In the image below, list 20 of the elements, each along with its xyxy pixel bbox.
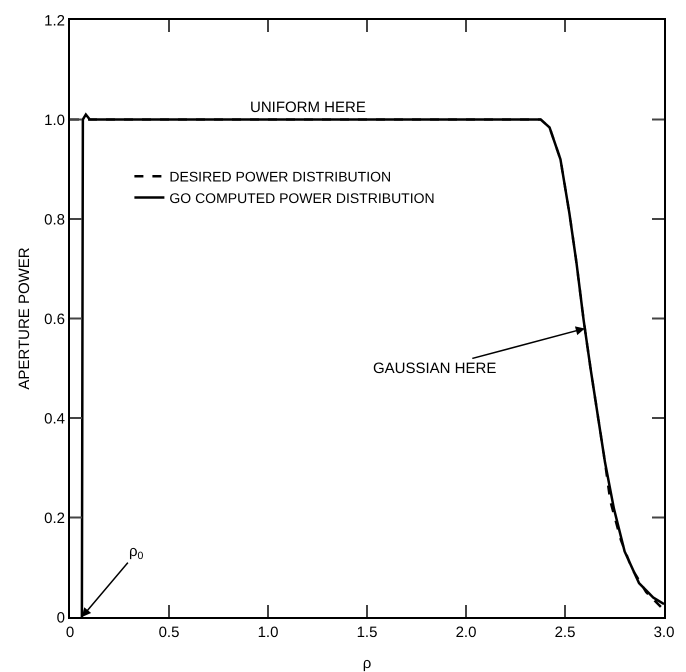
annotation: GAUSSIAN HERE	[373, 360, 496, 377]
x-tick-label: 1.0	[258, 624, 278, 641]
x-tick-label: 0.5	[158, 624, 180, 641]
y-tick-label: 1.2	[44, 12, 65, 30]
y-tick-label: 1.0	[44, 112, 65, 129]
x-tick-label: 3.0	[654, 624, 674, 641]
y-tick-label: 0.6	[44, 310, 65, 328]
y-tick-label: 0.4	[44, 410, 65, 428]
y-tick-label: 0.8	[44, 211, 65, 228]
x-axis-title: ρ	[362, 655, 372, 672]
x-tick-label: 1.5	[356, 624, 378, 641]
x-tick-label: 2.5	[554, 624, 576, 641]
annotation: UNIFORM HERE	[250, 99, 366, 116]
legend-label: DESIRED POWER DISTRIBUTION	[169, 168, 392, 185]
y-tick-label: 0	[56, 609, 65, 626]
x-tick-label: 2.0	[456, 624, 476, 641]
y-axis-title: APERTURE POWER	[16, 247, 33, 390]
legend-label: GO COMPUTED POWER DISTRIBUTION	[169, 190, 435, 206]
y-tick-label: 0.2	[44, 510, 65, 527]
annotation: ρ$_{0}$	[129, 543, 144, 562]
